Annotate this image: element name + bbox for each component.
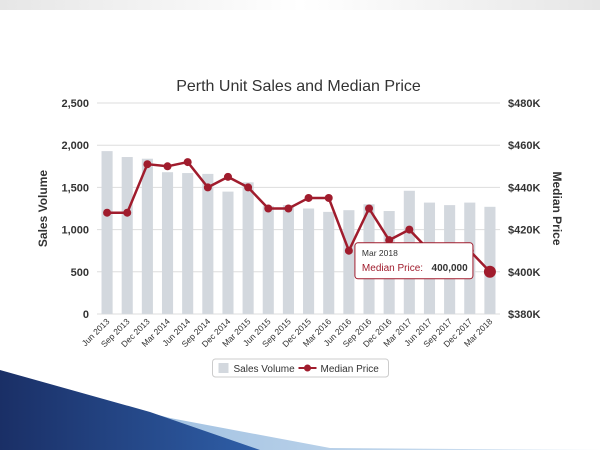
data-point[interactable] xyxy=(163,162,172,171)
bar[interactable] xyxy=(141,158,153,314)
right-tick-label: $420K xyxy=(508,225,540,237)
data-point[interactable] xyxy=(284,204,293,213)
data-point[interactable] xyxy=(405,225,414,234)
sales-volume-bars xyxy=(101,151,496,315)
data-point[interactable] xyxy=(244,183,253,192)
tooltip-line: Median Price: 400,000 xyxy=(362,258,468,275)
legend-bar-swatch xyxy=(218,363,229,373)
left-tick-label: 0 xyxy=(83,309,89,321)
left-tick-label: 1,500 xyxy=(61,182,89,194)
legend-sales-volume[interactable]: Sales Volume xyxy=(234,364,296,375)
data-point[interactable] xyxy=(264,204,273,213)
right-tick-label: $480K xyxy=(508,98,540,110)
data-point[interactable] xyxy=(223,172,232,181)
chart-title: Perth Unit Sales and Median Price xyxy=(176,78,421,95)
left-tick-label: 500 xyxy=(71,267,89,279)
right-tick-label: $380K xyxy=(508,309,540,321)
bar[interactable] xyxy=(242,182,254,314)
top-decoration-band xyxy=(0,0,600,10)
legend-line-dot xyxy=(304,364,311,372)
data-point[interactable] xyxy=(344,246,353,255)
bar[interactable] xyxy=(202,173,214,314)
bar[interactable] xyxy=(121,157,133,314)
tooltip-date: Mar 2018 xyxy=(362,248,398,258)
data-point[interactable] xyxy=(123,208,132,217)
left-axis-ticks: 0 500 1,000 1,500 2,000 2,500 xyxy=(61,98,89,321)
tooltip-box xyxy=(354,242,474,280)
bar[interactable] xyxy=(343,210,355,314)
tooltip-label: Median Price: xyxy=(362,263,423,274)
data-point[interactable] xyxy=(103,208,112,217)
bar[interactable] xyxy=(282,205,294,314)
right-tick-label: $460K xyxy=(508,140,540,152)
left-tick-label: 2,000 xyxy=(61,140,89,152)
data-point[interactable] xyxy=(324,193,333,202)
right-tick-label: $400K xyxy=(508,267,540,279)
data-point[interactable] xyxy=(143,160,152,169)
bar[interactable] xyxy=(484,206,496,314)
left-axis-title: Sales Volume xyxy=(36,170,50,247)
bottom-swoosh-decoration xyxy=(0,370,600,450)
bar[interactable] xyxy=(262,205,274,314)
tooltip-value: 400,000 xyxy=(432,263,469,274)
data-point[interactable] xyxy=(203,183,212,192)
right-axis-ticks: $380K $400K $420K $440K $460K $480K xyxy=(508,98,540,321)
legend: Sales Volume Median Price xyxy=(212,358,389,378)
legend-median-price[interactable]: Median Price xyxy=(321,364,380,375)
bar[interactable] xyxy=(161,172,174,314)
bar[interactable] xyxy=(303,208,315,315)
data-point[interactable] xyxy=(183,158,192,167)
bar[interactable] xyxy=(182,173,194,314)
grid-lines xyxy=(97,102,500,315)
bar[interactable] xyxy=(323,211,335,314)
tooltip: Mar 2018 Median Price: 400,000 xyxy=(354,242,474,280)
right-tick-label: $440K xyxy=(508,182,540,194)
bar[interactable] xyxy=(101,151,113,314)
left-tick-label: 1,000 xyxy=(61,225,89,237)
right-axis-title: Median Price xyxy=(550,171,564,245)
bar[interactable] xyxy=(222,191,234,314)
data-point[interactable] xyxy=(304,193,313,202)
data-point[interactable] xyxy=(365,204,374,213)
data-point[interactable] xyxy=(483,265,496,278)
left-tick-label: 2,500 xyxy=(61,98,89,110)
data-point[interactable] xyxy=(385,236,394,245)
